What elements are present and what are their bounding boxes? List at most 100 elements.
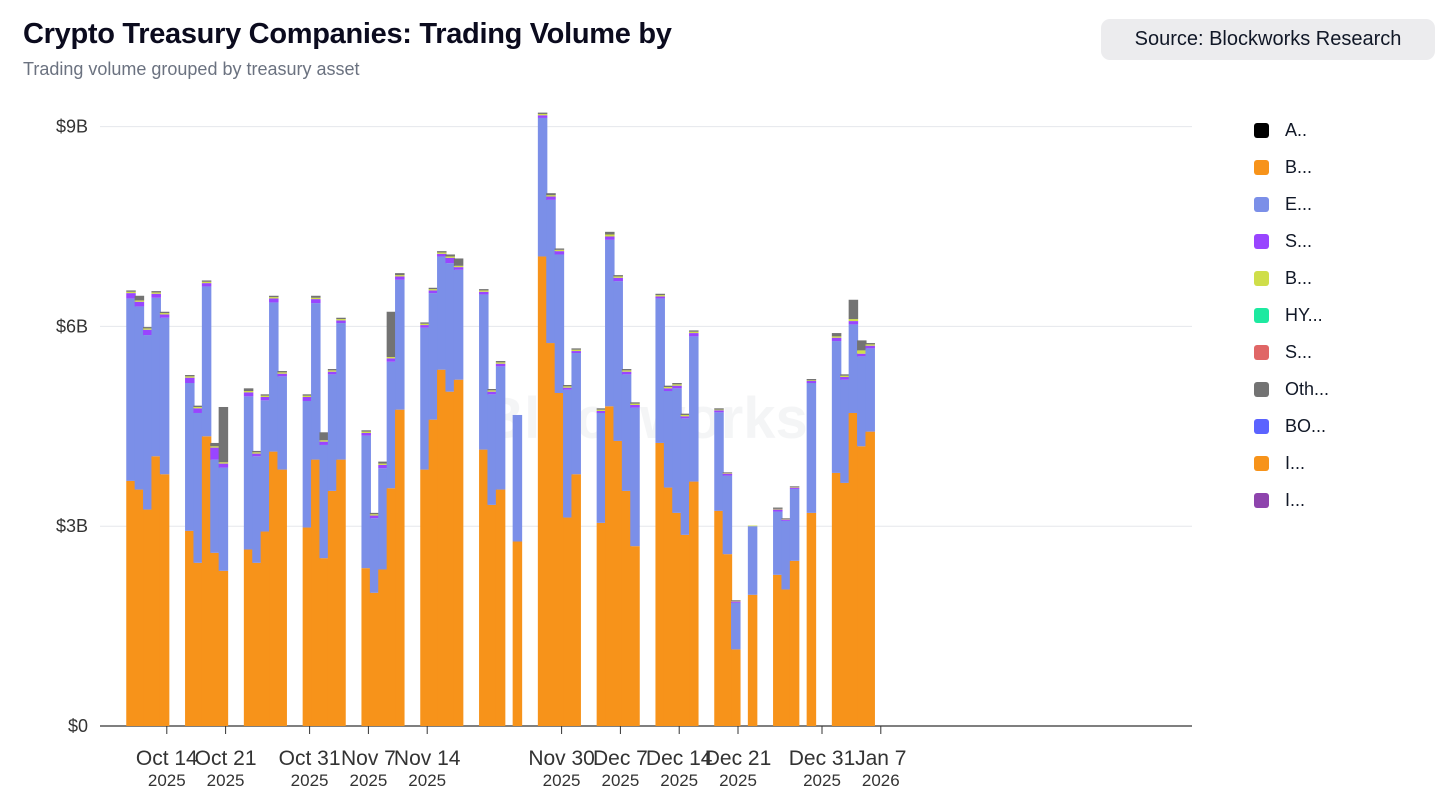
- bar-stack[interactable]: [857, 340, 867, 726]
- sol-segment[interactable]: [151, 293, 161, 298]
- eth-segment[interactable]: [487, 394, 497, 505]
- bar-stack[interactable]: [613, 275, 623, 726]
- btc-segment[interactable]: [185, 530, 195, 726]
- btc-segment[interactable]: [479, 449, 489, 726]
- eth-segment[interactable]: [546, 199, 556, 344]
- btc-segment[interactable]: [857, 446, 867, 726]
- bnb-segment[interactable]: [126, 291, 136, 294]
- bnb-segment[interactable]: [420, 323, 430, 326]
- other-segment[interactable]: [546, 193, 556, 196]
- btc-segment[interactable]: [596, 522, 607, 726]
- eth-segment[interactable]: [554, 254, 565, 393]
- other-segment[interactable]: [714, 408, 724, 410]
- bar-stack[interactable]: [193, 405, 203, 726]
- btc-segment[interactable]: [487, 504, 497, 726]
- bnb-segment[interactable]: [806, 380, 817, 382]
- bnb-segment[interactable]: [563, 386, 573, 388]
- other-segment[interactable]: [361, 430, 371, 432]
- bnb-segment[interactable]: [243, 391, 254, 393]
- bnb-segment[interactable]: [327, 370, 338, 372]
- eth-segment[interactable]: [378, 468, 388, 570]
- other-segment[interactable]: [495, 361, 506, 363]
- bnb-segment[interactable]: [479, 290, 489, 292]
- sol-segment[interactable]: [781, 519, 791, 521]
- bnb-segment[interactable]: [596, 409, 607, 411]
- bnb-segment[interactable]: [252, 452, 262, 454]
- eth-segment[interactable]: [277, 376, 287, 470]
- bnb-segment[interactable]: [193, 406, 203, 409]
- other-segment[interactable]: [134, 295, 145, 301]
- bnb-segment[interactable]: [722, 472, 733, 474]
- eth-segment[interactable]: [311, 303, 321, 460]
- bnb-segment[interactable]: [537, 113, 548, 116]
- bar-stack[interactable]: [453, 258, 464, 726]
- sol-segment[interactable]: [613, 277, 623, 282]
- sol-segment[interactable]: [537, 115, 548, 118]
- other-segment[interactable]: [865, 343, 875, 345]
- bnb-segment[interactable]: [428, 289, 439, 291]
- sol-segment[interactable]: [428, 290, 439, 294]
- sol-segment[interactable]: [252, 453, 262, 457]
- sol-segment[interactable]: [277, 373, 287, 377]
- eth-segment[interactable]: [714, 412, 724, 511]
- btc-segment[interactable]: [722, 554, 733, 726]
- btc-segment[interactable]: [277, 469, 287, 726]
- sol-segment[interactable]: [621, 371, 632, 375]
- other-segment[interactable]: [672, 383, 682, 385]
- bnb-segment[interactable]: [605, 234, 615, 237]
- btc-segment[interactable]: [512, 541, 523, 726]
- eth-segment[interactable]: [672, 388, 682, 513]
- eth-segment[interactable]: [336, 323, 346, 460]
- btc-segment[interactable]: [680, 534, 691, 726]
- btc-segment[interactable]: [151, 456, 161, 726]
- sol-segment[interactable]: [806, 381, 817, 384]
- btc-segment[interactable]: [269, 451, 279, 726]
- other-segment[interactable]: [630, 402, 640, 404]
- sol-segment[interactable]: [630, 404, 640, 408]
- eth-segment[interactable]: [773, 511, 783, 575]
- bnb-segment[interactable]: [714, 409, 724, 411]
- bnb-segment[interactable]: [672, 384, 682, 386]
- other-segment[interactable]: [831, 333, 842, 337]
- other-segment[interactable]: [277, 371, 287, 373]
- btc-segment[interactable]: [437, 369, 447, 726]
- legend-item[interactable]: S...: [1254, 223, 1444, 260]
- bar-stack[interactable]: [437, 251, 447, 726]
- eth-segment[interactable]: [428, 293, 439, 420]
- sol-segment[interactable]: [134, 301, 145, 307]
- bnb-segment[interactable]: [848, 319, 859, 322]
- sol-segment[interactable]: [420, 325, 430, 328]
- bnb-segment[interactable]: [487, 390, 497, 392]
- sol-segment[interactable]: [714, 410, 724, 413]
- btc-segment[interactable]: [327, 490, 338, 726]
- btc-segment[interactable]: [806, 512, 817, 726]
- eth-segment[interactable]: [865, 348, 875, 432]
- btc-segment[interactable]: [302, 527, 313, 726]
- bnb-segment[interactable]: [621, 370, 632, 372]
- sol-segment[interactable]: [563, 387, 573, 390]
- eth-segment[interactable]: [689, 336, 699, 482]
- bar-stack[interactable]: [848, 299, 859, 726]
- sol-segment[interactable]: [495, 363, 506, 367]
- sol-segment[interactable]: [546, 196, 556, 200]
- bar-stack[interactable]: [151, 291, 161, 726]
- bnb-segment[interactable]: [747, 525, 758, 527]
- bar-stack[interactable]: [336, 317, 346, 726]
- eth-segment[interactable]: [655, 298, 665, 443]
- other-segment[interactable]: [260, 394, 271, 396]
- bar-stack[interactable]: [689, 330, 699, 726]
- sol-segment[interactable]: [479, 291, 489, 295]
- bnb-segment[interactable]: [143, 328, 153, 330]
- eth-segment[interactable]: [252, 456, 262, 563]
- bar-stack[interactable]: [512, 414, 523, 726]
- bnb-segment[interactable]: [613, 276, 623, 278]
- btc-segment[interactable]: [613, 440, 623, 726]
- sol-segment[interactable]: [210, 447, 220, 460]
- bnb-segment[interactable]: [319, 440, 329, 442]
- other-segment[interactable]: [143, 327, 153, 329]
- eth-segment[interactable]: [302, 400, 313, 528]
- bnb-segment[interactable]: [210, 446, 220, 448]
- bnb-segment[interactable]: [789, 486, 800, 488]
- other-segment[interactable]: [537, 112, 548, 114]
- btc-segment[interactable]: [369, 592, 380, 726]
